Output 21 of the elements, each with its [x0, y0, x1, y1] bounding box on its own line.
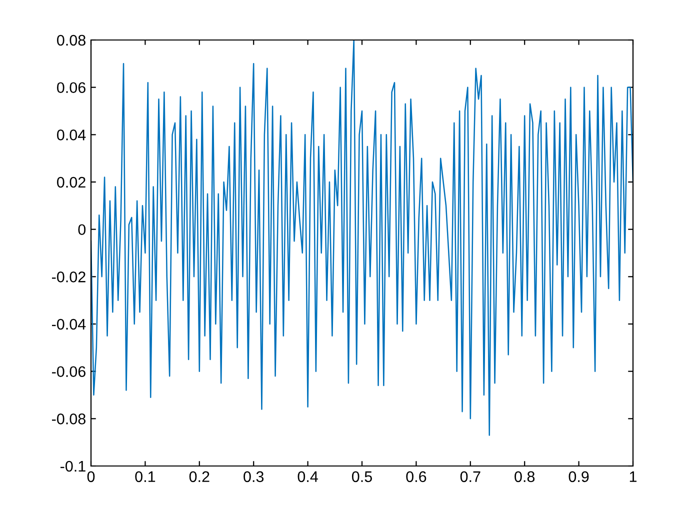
y-tick-label: -0.02: [52, 272, 86, 282]
y-tick-label: -0.1: [60, 460, 86, 472]
x-tick-label: 0.4: [298, 471, 318, 482]
x-tick-label: 0.2: [189, 471, 210, 482]
x-tick-label: 0.9: [568, 471, 589, 482]
y-tick-label: -0.08: [52, 414, 86, 424]
x-tick-label: 0.7: [460, 471, 480, 482]
x-tick-label: 0: [87, 471, 95, 482]
x-tick-label: 0.1: [135, 471, 156, 482]
y-tick-label: -0.06: [52, 366, 86, 378]
y-tick-label: 0.06: [57, 82, 86, 94]
y-tick-label: 0.08: [57, 34, 86, 46]
x-tick-label: 0.8: [514, 471, 535, 482]
x-tick-label: 0.6: [406, 471, 426, 482]
y-tick-label: 0.04: [57, 130, 86, 140]
x-tick-label: 0.3: [244, 471, 264, 482]
x-tick-label: 1: [630, 471, 637, 482]
y-tick-label: 0: [78, 224, 86, 236]
y-tick-label: -0.04: [52, 318, 86, 330]
y-tick-label: 0.02: [57, 176, 86, 188]
x-tick-label: 0.5: [352, 471, 372, 482]
